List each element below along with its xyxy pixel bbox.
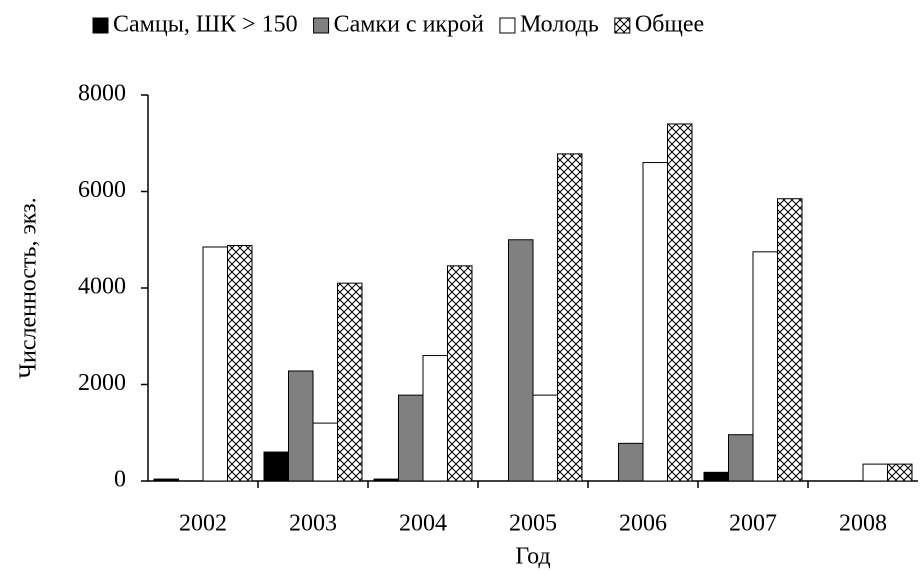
bar <box>752 251 778 482</box>
legend-marker <box>92 17 109 34</box>
x-tick-label: 2002 <box>179 511 227 537</box>
bar <box>422 355 448 482</box>
bar <box>532 394 558 482</box>
x-tick-label: 2003 <box>289 511 337 537</box>
legend-marker <box>614 17 631 34</box>
x-tick-label: 2006 <box>619 511 667 537</box>
bar <box>862 463 888 482</box>
bar <box>263 451 289 482</box>
y-tick-label: 2000 <box>78 370 126 396</box>
bar <box>508 239 534 482</box>
bar <box>618 442 644 482</box>
bar <box>447 265 473 482</box>
y-axis-title: Численность, экз. <box>16 197 42 378</box>
bar <box>202 246 228 482</box>
bar <box>667 123 693 482</box>
legend-label: Самки с икрой <box>334 12 485 38</box>
bar <box>373 478 399 482</box>
x-axis-title: Год <box>515 544 550 570</box>
x-tick-label: 2004 <box>399 511 447 537</box>
legend-marker <box>313 17 330 34</box>
y-tick-label: 8000 <box>78 81 126 107</box>
legend-label: Молодь <box>520 12 599 38</box>
x-tick-label: 2008 <box>839 511 887 537</box>
legend-marker <box>499 17 516 34</box>
bar <box>728 434 754 482</box>
legend-label: Самцы, ШК > 150 <box>113 12 298 38</box>
y-tick-label: 4000 <box>78 274 126 300</box>
y-tick-label: 0 <box>114 467 126 493</box>
bar <box>642 162 668 482</box>
bar <box>153 478 179 482</box>
bar <box>398 394 424 482</box>
bar <box>557 153 583 482</box>
x-tick-label: 2005 <box>509 511 557 537</box>
bar <box>703 471 729 482</box>
bar <box>288 370 314 482</box>
legend-label: Общее <box>635 12 704 38</box>
bar <box>777 198 803 482</box>
bar <box>227 245 253 482</box>
bar <box>312 422 338 482</box>
bar <box>337 282 363 482</box>
bar <box>887 463 913 482</box>
x-tick-label: 2007 <box>729 511 777 537</box>
y-tick-label: 6000 <box>78 177 126 203</box>
